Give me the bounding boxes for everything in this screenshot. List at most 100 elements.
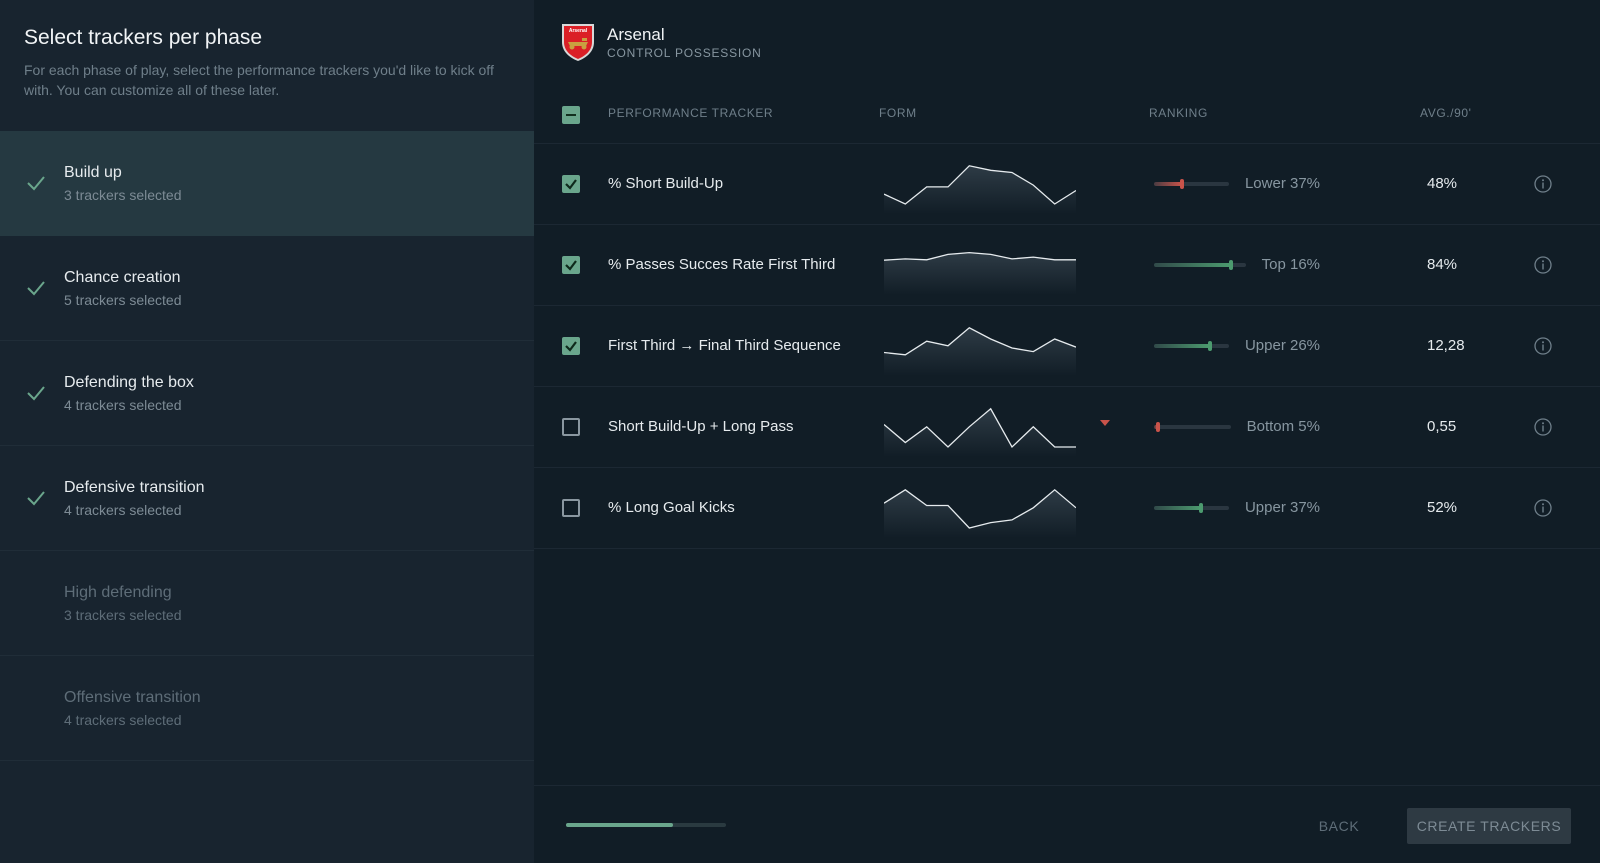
ranking-bar bbox=[1154, 179, 1229, 189]
column-tracker: PERFORMANCE TRACKER bbox=[608, 106, 774, 120]
check-icon bbox=[27, 386, 45, 401]
phase-tracker-count: 4 trackers selected bbox=[64, 712, 182, 728]
phase-name: Defending the box bbox=[64, 374, 194, 391]
form-sparkline bbox=[884, 488, 1076, 538]
ranking-bar bbox=[1154, 503, 1229, 513]
phase-item[interactable]: Offensive transition 4 trackers selected bbox=[0, 656, 534, 761]
ranking-label: Lower 37% bbox=[1244, 175, 1320, 192]
tracker-name: First Third → Final Third Sequence bbox=[608, 337, 841, 354]
ranking-marker bbox=[1208, 341, 1212, 351]
info-icon[interactable] bbox=[1533, 255, 1553, 275]
tracker-name: % Passes Succes Rate First Third bbox=[608, 256, 836, 273]
form-line bbox=[884, 251, 1076, 261]
table-header: PERFORMANCE TRACKER FORM RANKING AVG./90… bbox=[534, 96, 1600, 144]
avg-per-90-value: 52% bbox=[1427, 499, 1458, 516]
back-button[interactable]: BACK bbox=[1304, 808, 1374, 844]
ranking-bar-fill bbox=[1154, 263, 1231, 267]
tracker-name: % Long Goal Kicks bbox=[608, 499, 735, 516]
phase-name: Defensive transition bbox=[64, 479, 205, 496]
form-area bbox=[884, 165, 1076, 214]
sidebar-title: Select trackers per phase bbox=[24, 26, 263, 49]
tracker-checkbox[interactable] bbox=[562, 418, 580, 436]
sidebar-description: For each phase of play, select the perfo… bbox=[24, 62, 494, 98]
ranking-marker bbox=[1180, 179, 1184, 189]
form-sparkline bbox=[884, 251, 1076, 295]
footer-divider bbox=[534, 785, 1600, 786]
ranking-label: Upper 26% bbox=[1244, 337, 1320, 354]
column-form: FORM bbox=[879, 106, 917, 120]
tracker-row: First Third → Final Third Sequence Upper … bbox=[534, 306, 1600, 387]
form-line bbox=[884, 165, 1076, 205]
step-progress-fill bbox=[566, 823, 674, 827]
form-area bbox=[884, 408, 1076, 457]
team-name: Arsenal bbox=[607, 25, 665, 44]
phase-item[interactable]: Defending the box 4 trackers selected bbox=[0, 341, 534, 446]
checkmark-icon bbox=[565, 179, 577, 190]
step-progress bbox=[566, 823, 726, 827]
phase-item[interactable]: Build up 3 trackers selected bbox=[0, 131, 534, 236]
ranking-label: Upper 37% bbox=[1244, 499, 1320, 516]
ranking-bar bbox=[1154, 260, 1246, 270]
form-sparkline bbox=[884, 407, 1076, 457]
tracker-checkbox[interactable] bbox=[562, 256, 580, 274]
tracker-checkbox[interactable] bbox=[562, 337, 580, 355]
ranking-bar bbox=[1154, 341, 1229, 351]
info-icon[interactable] bbox=[1533, 417, 1553, 437]
svg-text:Arsenal: Arsenal bbox=[569, 28, 588, 34]
ranking-marker bbox=[1156, 422, 1160, 432]
phase-item[interactable]: Defensive transition 4 trackers selected bbox=[0, 446, 534, 551]
avg-per-90-value: 84% bbox=[1427, 256, 1458, 273]
tracker-row: Short Build-Up + Long Pass Bottom 5% 0,55 bbox=[534, 387, 1600, 468]
tracker-checkbox[interactable] bbox=[562, 175, 580, 193]
phase-sidebar: Select trackers per phase For each phase… bbox=[0, 0, 534, 863]
tracker-row: % Passes Succes Rate First Third Top 16% 8… bbox=[534, 225, 1600, 306]
create-trackers-button[interactable]: CREATE TRACKERS bbox=[1407, 808, 1571, 844]
tracker-row: % Short Build-Up Lower 37% 48% bbox=[534, 144, 1600, 225]
trend-down-icon bbox=[1100, 420, 1110, 426]
tracker-panel: Arsenal Arsenal CONTROL POSSESSION PERFO… bbox=[534, 0, 1600, 863]
ranking-label: Bottom 5% bbox=[1246, 418, 1320, 435]
tracker-name: % Short Build-Up bbox=[608, 175, 724, 192]
form-line bbox=[884, 327, 1076, 356]
ranking-marker bbox=[1229, 260, 1233, 270]
check-icon bbox=[27, 176, 45, 191]
form-line bbox=[884, 407, 1076, 449]
avg-per-90-value: 0,55 bbox=[1427, 418, 1457, 435]
tracker-checkbox[interactable] bbox=[562, 499, 580, 517]
column-avg: AVG./90' bbox=[1420, 106, 1472, 120]
checkmark-icon bbox=[565, 341, 577, 352]
tracker-row: % Long Goal Kicks Upper 37% 52% bbox=[534, 468, 1600, 549]
ranking-bar bbox=[1154, 422, 1231, 432]
ranking-bar-fill bbox=[1154, 344, 1210, 348]
phase-tracker-count: 3 trackers selected bbox=[64, 187, 182, 203]
checkmark-icon bbox=[565, 260, 577, 271]
ranking-bar-fill bbox=[1154, 506, 1201, 510]
ranking-label: Top 16% bbox=[1261, 256, 1320, 273]
form-area bbox=[884, 252, 1076, 295]
phase-item[interactable]: High defending 3 trackers selected bbox=[0, 551, 534, 656]
check-icon bbox=[27, 491, 45, 506]
select-all-checkbox[interactable] bbox=[562, 106, 580, 124]
ranking-bar-fill bbox=[1154, 182, 1182, 186]
phase-tracker-count: 4 trackers selected bbox=[64, 502, 182, 518]
ranking-marker bbox=[1199, 503, 1203, 513]
column-ranking: RANKING bbox=[1149, 106, 1208, 120]
phase-item[interactable]: Chance creation 5 trackers selected bbox=[0, 236, 534, 341]
avg-per-90-value: 12,28 bbox=[1427, 337, 1465, 354]
phase-name: Chance creation bbox=[64, 269, 181, 286]
info-icon[interactable] bbox=[1533, 174, 1553, 194]
form-line bbox=[884, 488, 1076, 529]
form-sparkline bbox=[884, 165, 1076, 214]
phase-tracker-count: 5 trackers selected bbox=[64, 292, 182, 308]
tracker-name: Short Build-Up + Long Pass bbox=[608, 418, 794, 435]
phase-name: Offensive transition bbox=[64, 689, 201, 706]
info-icon[interactable] bbox=[1533, 336, 1553, 356]
form-area bbox=[884, 489, 1076, 538]
form-area bbox=[884, 327, 1076, 376]
team-subtitle: CONTROL POSSESSION bbox=[607, 46, 762, 60]
avg-per-90-value: 48% bbox=[1427, 175, 1458, 192]
form-sparkline bbox=[884, 327, 1076, 376]
phase-name: Build up bbox=[64, 164, 122, 181]
phase-name: High defending bbox=[64, 584, 172, 601]
info-icon[interactable] bbox=[1533, 498, 1553, 518]
